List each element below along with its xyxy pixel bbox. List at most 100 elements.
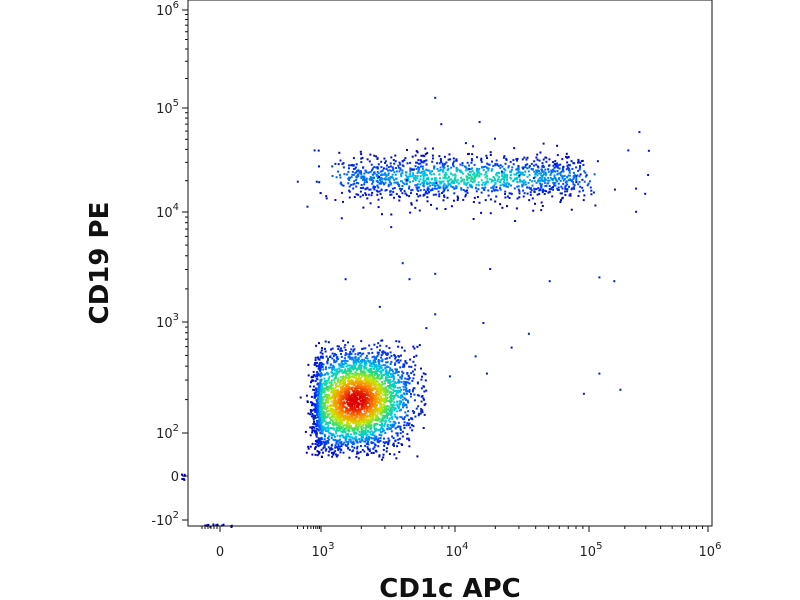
data-point (373, 439, 376, 441)
data-point (372, 393, 375, 396)
data-point (547, 191, 550, 194)
data-point (324, 412, 326, 415)
data-point (431, 177, 433, 180)
data-point (552, 164, 555, 167)
data-point (360, 420, 363, 423)
data-point (340, 183, 343, 186)
data-point (354, 387, 357, 390)
data-point (442, 187, 445, 190)
data-point (343, 173, 346, 176)
data-point (347, 341, 349, 344)
data-point (411, 379, 414, 382)
data-point (310, 415, 313, 418)
data-point (413, 368, 416, 371)
data-point (369, 362, 372, 365)
data-point (370, 371, 373, 374)
data-point (469, 185, 472, 188)
data-point (181, 473, 183, 476)
data-point (366, 426, 369, 428)
data-point (338, 363, 341, 366)
data-point (307, 445, 310, 448)
data-point (477, 169, 480, 172)
data-point (310, 410, 313, 413)
data-point (341, 391, 344, 394)
data-point (341, 405, 344, 408)
data-point (322, 415, 325, 418)
data-point (380, 196, 383, 199)
data-point (335, 423, 338, 426)
data-point (403, 416, 406, 419)
data-point (319, 397, 322, 400)
data-point (339, 397, 342, 400)
data-point (333, 451, 335, 454)
data-point (408, 365, 411, 368)
data-point (320, 361, 323, 364)
data-point (573, 187, 575, 190)
data-point (503, 167, 506, 170)
data-point (582, 392, 585, 395)
data-point (309, 409, 312, 411)
data-point (483, 166, 485, 168)
data-point (407, 424, 410, 427)
data-point (355, 432, 358, 435)
data-point (378, 417, 381, 420)
data-point (334, 162, 337, 165)
data-point (464, 169, 467, 172)
data-point (414, 415, 417, 418)
data-point (318, 392, 320, 395)
data-point (348, 189, 351, 192)
data-point (518, 192, 521, 195)
data-point (326, 405, 329, 408)
data-point (358, 423, 361, 426)
data-point (363, 421, 366, 424)
data-point (340, 352, 342, 355)
data-point (467, 173, 470, 175)
data-point (349, 366, 352, 369)
data-point (326, 362, 329, 365)
data-point (341, 426, 344, 429)
data-point (403, 349, 406, 352)
data-point (343, 346, 346, 349)
data-point (416, 193, 418, 196)
data-point (358, 433, 361, 436)
data-point (315, 377, 318, 380)
data-point (383, 398, 386, 401)
data-point (635, 210, 638, 213)
data-point (552, 177, 555, 180)
data-point (502, 183, 505, 186)
data-point (350, 378, 353, 381)
data-point (566, 156, 569, 159)
data-point (351, 358, 354, 361)
data-point (370, 384, 373, 387)
data-point (406, 372, 409, 375)
data-point (577, 158, 580, 161)
data-point (369, 397, 372, 400)
data-point (350, 348, 353, 351)
data-point (489, 212, 492, 215)
data-point (313, 363, 316, 366)
data-point (411, 418, 414, 421)
data-point (517, 185, 520, 188)
data-point (338, 445, 341, 448)
data-point (402, 403, 404, 406)
data-point (372, 383, 375, 385)
data-point (352, 361, 355, 364)
data-point (367, 438, 370, 441)
data-point (420, 387, 423, 390)
data-point (379, 376, 382, 379)
data-point (340, 356, 343, 358)
data-point (374, 385, 377, 388)
data-point (309, 445, 312, 448)
data-point (504, 196, 507, 199)
data-point (362, 404, 365, 407)
data-point (393, 413, 396, 416)
data-point (384, 177, 387, 180)
data-point (353, 182, 356, 185)
data-point (566, 183, 569, 186)
data-point (494, 181, 497, 184)
data-point (503, 177, 505, 180)
data-point (322, 426, 325, 429)
data-point (542, 188, 544, 191)
data-point (426, 152, 429, 155)
data-point (320, 387, 323, 390)
